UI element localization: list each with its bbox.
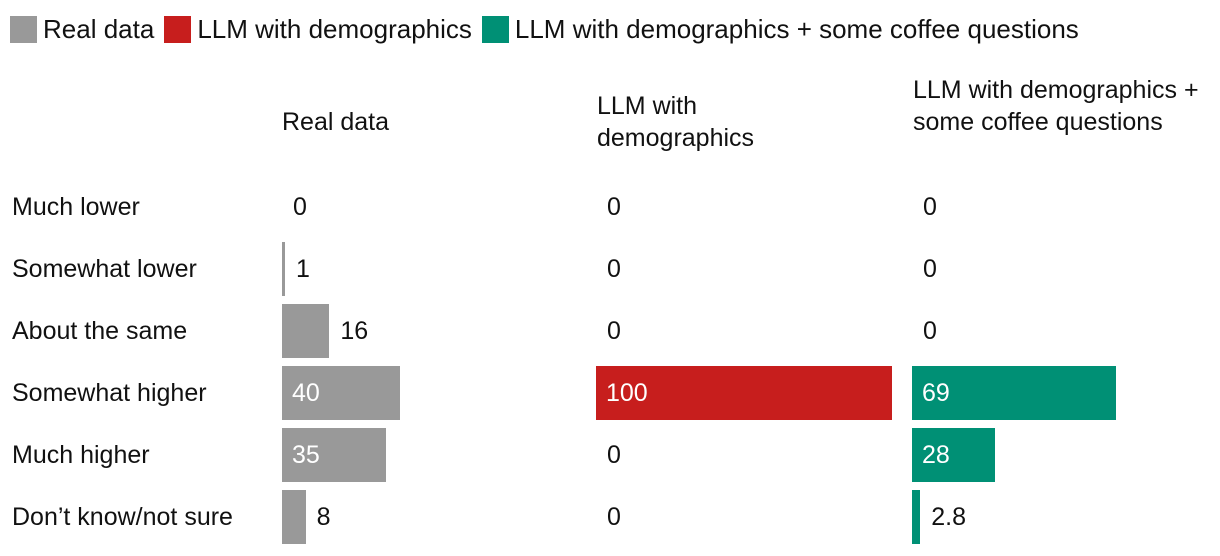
row-label: Somewhat lower bbox=[12, 255, 197, 283]
legend-item-real: Real data bbox=[10, 14, 154, 45]
data-label: 1 bbox=[295, 255, 310, 283]
data-label: 0 bbox=[923, 193, 937, 221]
bar bbox=[282, 242, 285, 296]
data-label: 100 bbox=[606, 379, 648, 407]
bar bbox=[282, 366, 401, 420]
data-label: 35 bbox=[292, 441, 320, 469]
data-label: 0 bbox=[607, 255, 621, 283]
data-label: 2.8 bbox=[931, 503, 967, 531]
legend-item-llm-coffee: LLM with demographics + some coffee ques… bbox=[481, 14, 1079, 45]
legend-label: LLM with demographics + some coffee ques… bbox=[514, 14, 1079, 44]
data-label: 0 bbox=[923, 255, 937, 283]
row-label: Much higher bbox=[12, 441, 150, 469]
column-header-llm-coffee: LLM with demographics + some coffee ques… bbox=[913, 76, 1199, 136]
bar bbox=[912, 490, 921, 544]
legend-label: Real data bbox=[43, 14, 155, 44]
bar bbox=[912, 428, 995, 482]
bar bbox=[912, 366, 1117, 420]
bar bbox=[282, 304, 330, 358]
column-header-llm: LLM with demographics bbox=[597, 92, 755, 152]
data-label: 28 bbox=[922, 441, 950, 469]
data-label: 8 bbox=[316, 503, 331, 531]
row-label: About the same bbox=[12, 317, 188, 345]
column-header-real: Real data bbox=[282, 108, 390, 136]
data-label: 0 bbox=[293, 193, 307, 221]
data-label: 69 bbox=[922, 379, 950, 407]
data-label: 0 bbox=[607, 441, 621, 469]
legend-swatch bbox=[10, 16, 37, 43]
data-label: 0 bbox=[607, 193, 621, 221]
row-label: Don’t know/not sure bbox=[12, 503, 233, 531]
legend-label: LLM with demographics bbox=[197, 14, 472, 44]
row-label: Much lower bbox=[12, 193, 140, 221]
legend-swatch bbox=[164, 16, 192, 43]
data-label: 0 bbox=[607, 317, 621, 345]
bar bbox=[596, 366, 892, 420]
row-label: Somewhat higher bbox=[12, 379, 207, 407]
data-label: 40 bbox=[292, 379, 320, 407]
data-label: 0 bbox=[923, 317, 937, 345]
bar bbox=[282, 490, 306, 544]
bar bbox=[282, 428, 386, 482]
legend-item-llm: LLM with demographics bbox=[164, 14, 472, 45]
legend-swatch bbox=[481, 16, 509, 43]
data-label: 0 bbox=[607, 503, 621, 531]
data-label: 16 bbox=[340, 317, 369, 345]
legend: Real data LLM with demographics LLM with… bbox=[10, 14, 1089, 45]
